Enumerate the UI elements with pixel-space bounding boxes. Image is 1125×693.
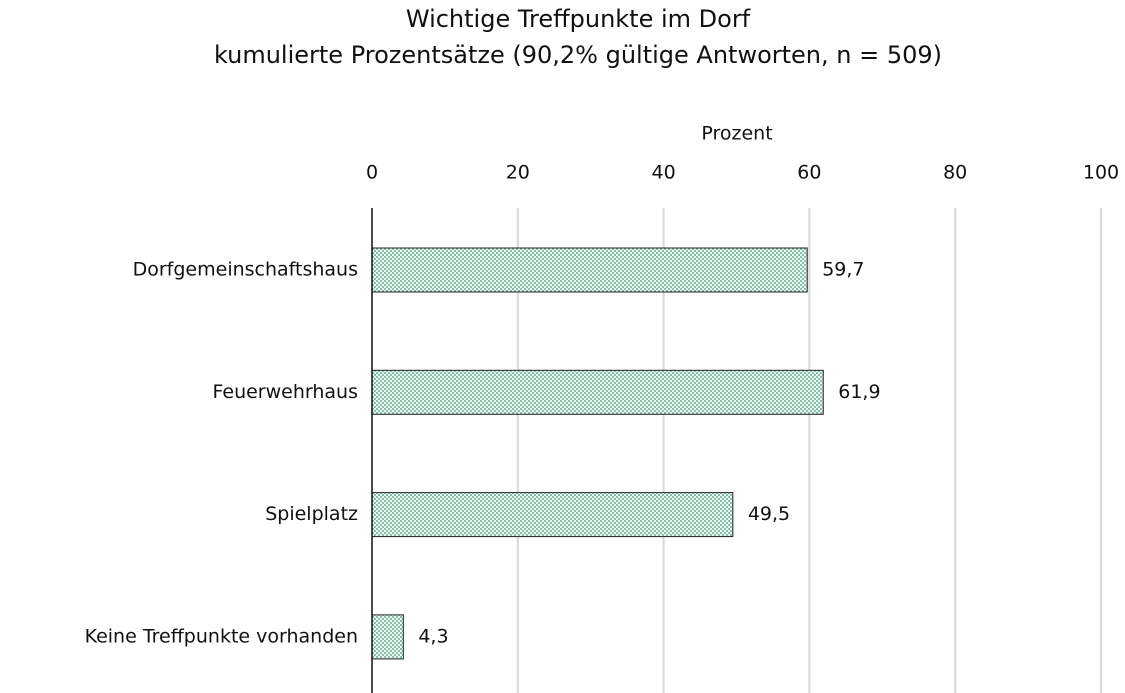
x-tick-label: 60 [797, 162, 821, 184]
bar [371, 492, 734, 538]
x-tick-label: 100 [1083, 162, 1119, 184]
value-label: 61,9 [838, 381, 880, 403]
y-tick-label: Spielplatz [265, 503, 358, 525]
x-tick-label: 20 [506, 162, 530, 184]
y-tick-label: Dorfgemeinschaftshaus [133, 259, 358, 281]
x-tick-label: 40 [652, 162, 676, 184]
value-label: 49,5 [748, 503, 790, 525]
value-label: 4,3 [418, 625, 448, 647]
y-tick-label: Feuerwehrhaus [213, 381, 359, 403]
chart-subtitle: kumulierte Prozentsätze (90,2% gültige A… [214, 41, 942, 69]
x-axis-label: Prozent [701, 123, 772, 145]
bar [371, 247, 808, 293]
value-label: 59,7 [822, 259, 864, 281]
chart-title: Wichtige Treffpunkte im Dorf [406, 5, 751, 33]
bar [371, 369, 824, 415]
bar [371, 614, 404, 660]
y-tick-label: Keine Treffpunkte vorhanden [85, 625, 358, 647]
x-tick-label: 80 [943, 162, 967, 184]
x-tick-label: 0 [366, 162, 378, 184]
